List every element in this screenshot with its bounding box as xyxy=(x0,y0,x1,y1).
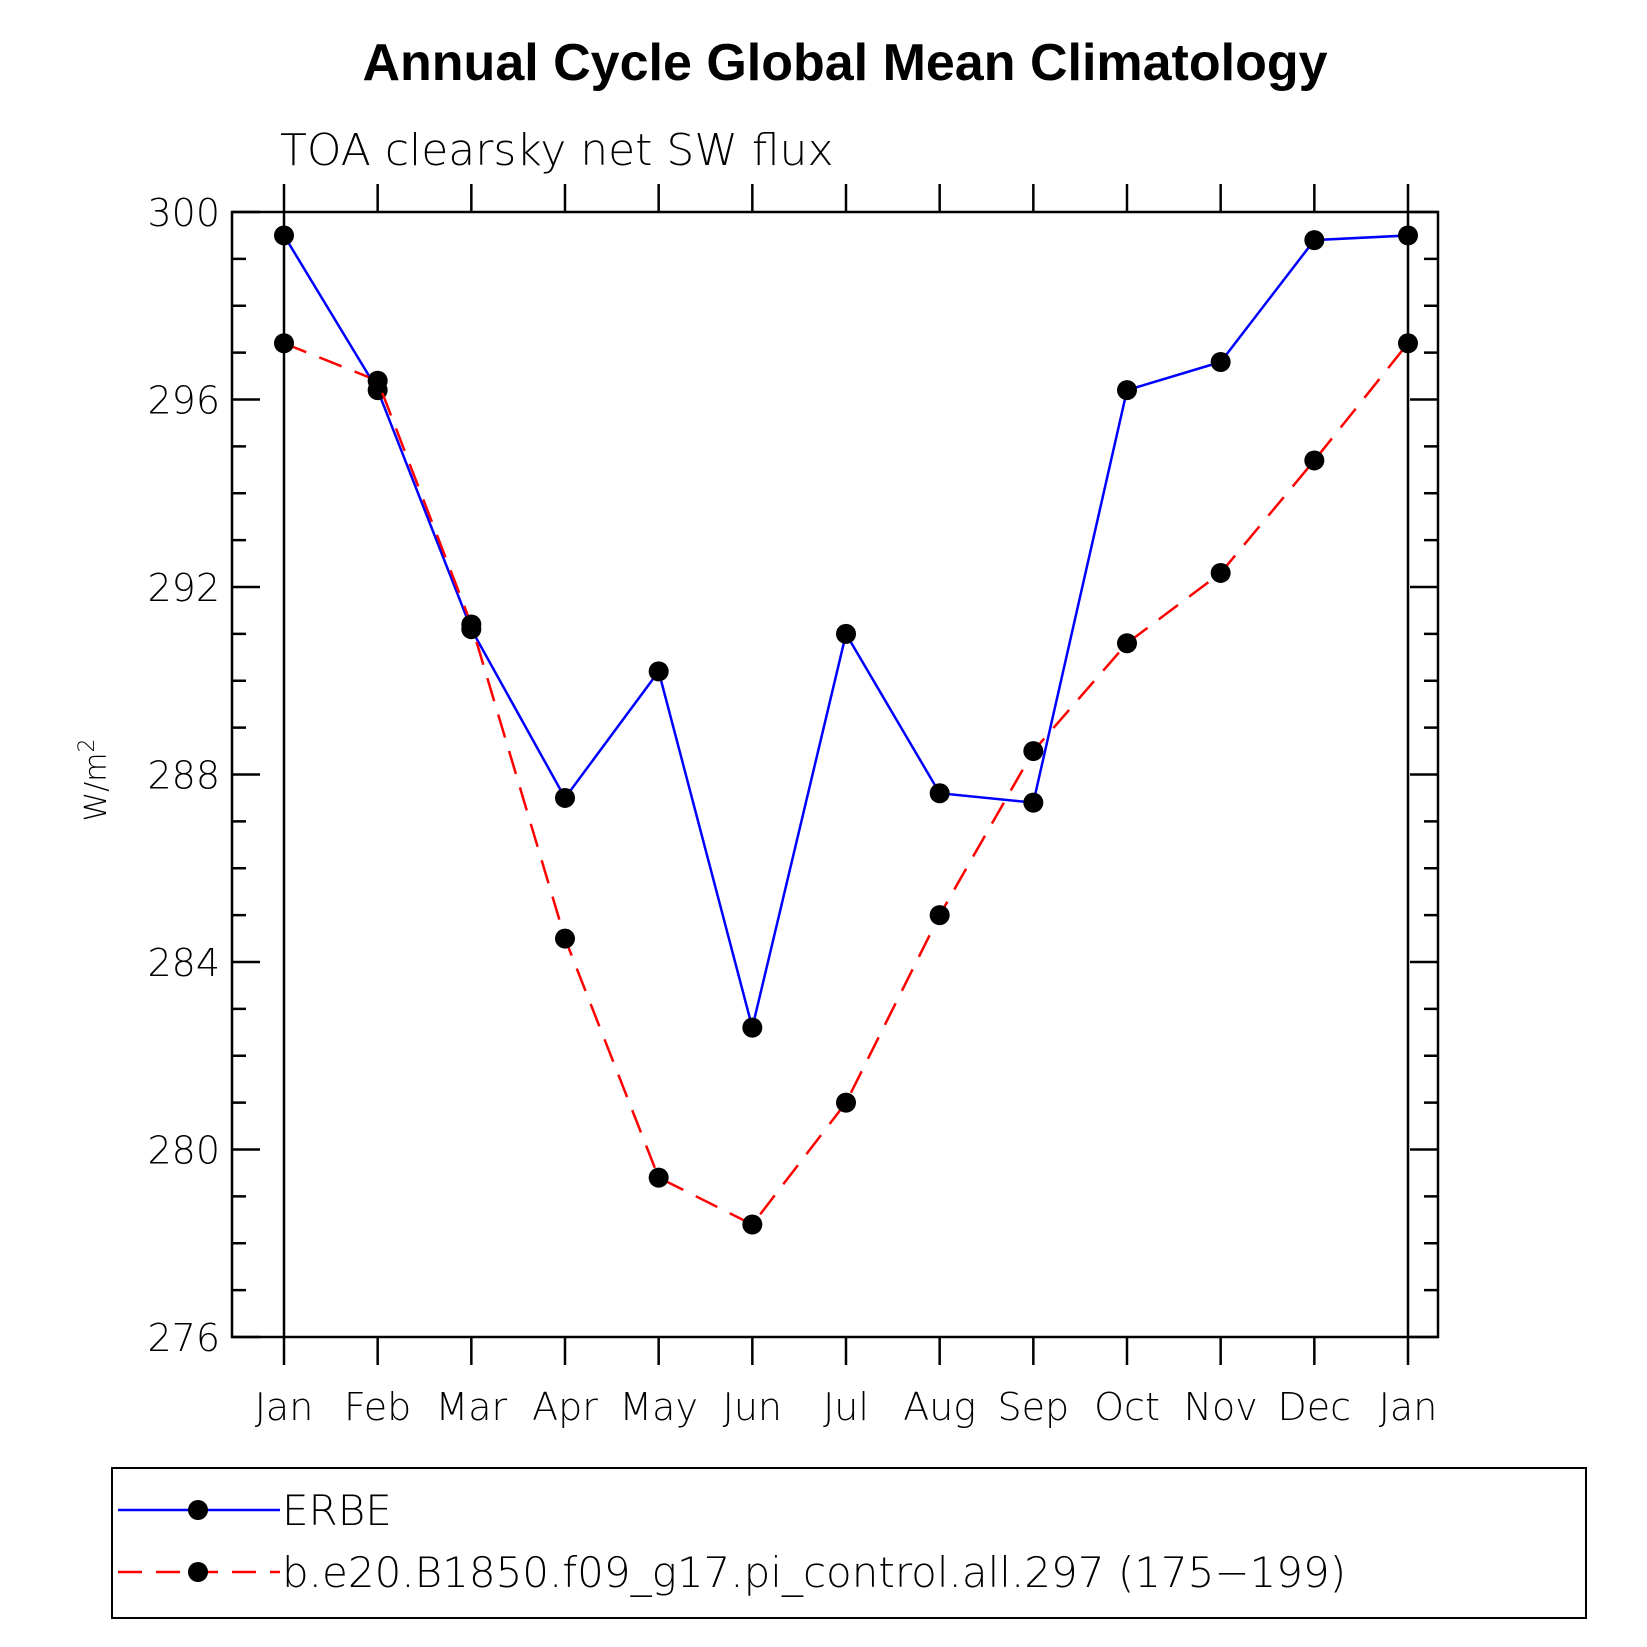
x-axis-ticks: Jan Feb Mar Apr May Jun Jul Aug Sep Oct Nov Dec Jan xyxy=(255,184,1438,1429)
x-tick-label: May xyxy=(619,1385,698,1429)
x-tick-label: Jan xyxy=(1379,1385,1438,1429)
data-point xyxy=(461,614,482,635)
data-point xyxy=(1023,792,1044,813)
series-1 xyxy=(274,225,1418,1038)
x-tick-label: Oct xyxy=(1094,1385,1160,1429)
data-point xyxy=(1117,633,1137,654)
data-point xyxy=(742,1017,763,1038)
x-tick-label: Dec xyxy=(1278,1385,1352,1429)
y-axis-label-superscript: 2 xyxy=(75,739,100,753)
series-2 xyxy=(274,333,1418,1235)
legend-box xyxy=(111,1467,1587,1619)
data-point xyxy=(1398,333,1418,354)
data-point xyxy=(742,1214,763,1235)
data-point xyxy=(1304,450,1325,471)
y-tick-label: 300 xyxy=(147,191,220,235)
y-tick-label: 292 xyxy=(147,566,220,610)
x-tick-label: Jan xyxy=(255,1385,314,1429)
y-tick-label: 276 xyxy=(147,1316,220,1360)
data-point xyxy=(274,225,294,246)
data-point xyxy=(929,783,950,804)
y-tick-label: 284 xyxy=(147,941,220,985)
x-tick-label: Mar xyxy=(435,1385,507,1429)
data-point xyxy=(648,1167,669,1188)
data-point xyxy=(1023,741,1044,762)
x-tick-label: Jun xyxy=(723,1385,782,1429)
data-point xyxy=(1210,562,1231,583)
data-point xyxy=(1304,230,1325,251)
y-tick-label: 296 xyxy=(147,379,220,423)
legend: ERBE b.e20.B1850.f09_g17.pi_control.all.2… xyxy=(111,1467,1587,1619)
legend-label: ERBE xyxy=(282,1486,392,1535)
data-point xyxy=(274,333,294,354)
data-point xyxy=(836,1092,856,1113)
x-tick-label: Jul xyxy=(823,1385,869,1429)
data-point xyxy=(648,661,669,682)
data-point xyxy=(1210,352,1231,372)
data-point xyxy=(1117,380,1137,401)
plot-frame xyxy=(230,210,1440,1339)
data-point xyxy=(555,787,575,808)
chart-subtitle: TOA clearsky net SW flux xyxy=(280,125,833,176)
series-line xyxy=(283,342,1409,1227)
data-point xyxy=(367,370,388,391)
y-axis-label: W/m2 xyxy=(75,739,114,822)
data-point xyxy=(1398,225,1418,246)
data-point xyxy=(555,928,575,949)
y-axis-label-unit: W/m xyxy=(79,753,114,822)
y-axis-ticks: 276 280 284 288 292 296 300 xyxy=(147,191,1438,1360)
x-tick-label: Aug xyxy=(903,1385,976,1429)
plot-axes xyxy=(230,210,1440,1339)
y-tick-label: 288 xyxy=(147,754,220,798)
x-tick-label: Sep xyxy=(998,1385,1070,1429)
x-tick-label: Apr xyxy=(532,1385,598,1429)
legend-swatch-marker xyxy=(188,1562,208,1582)
legend-label: b.e20.B1850.f09_g17.pi_control.all.297 (… xyxy=(282,1548,1346,1597)
x-tick-label: Nov xyxy=(1184,1385,1258,1429)
chart-title: Annual Cycle Global Mean Climatology xyxy=(362,34,1327,92)
series-layer xyxy=(274,225,1418,1235)
data-point xyxy=(836,623,856,644)
data-point xyxy=(929,905,950,926)
legend-swatch-marker xyxy=(188,1500,208,1520)
x-tick-label: Feb xyxy=(344,1385,411,1429)
y-tick-label: 280 xyxy=(147,1129,220,1173)
